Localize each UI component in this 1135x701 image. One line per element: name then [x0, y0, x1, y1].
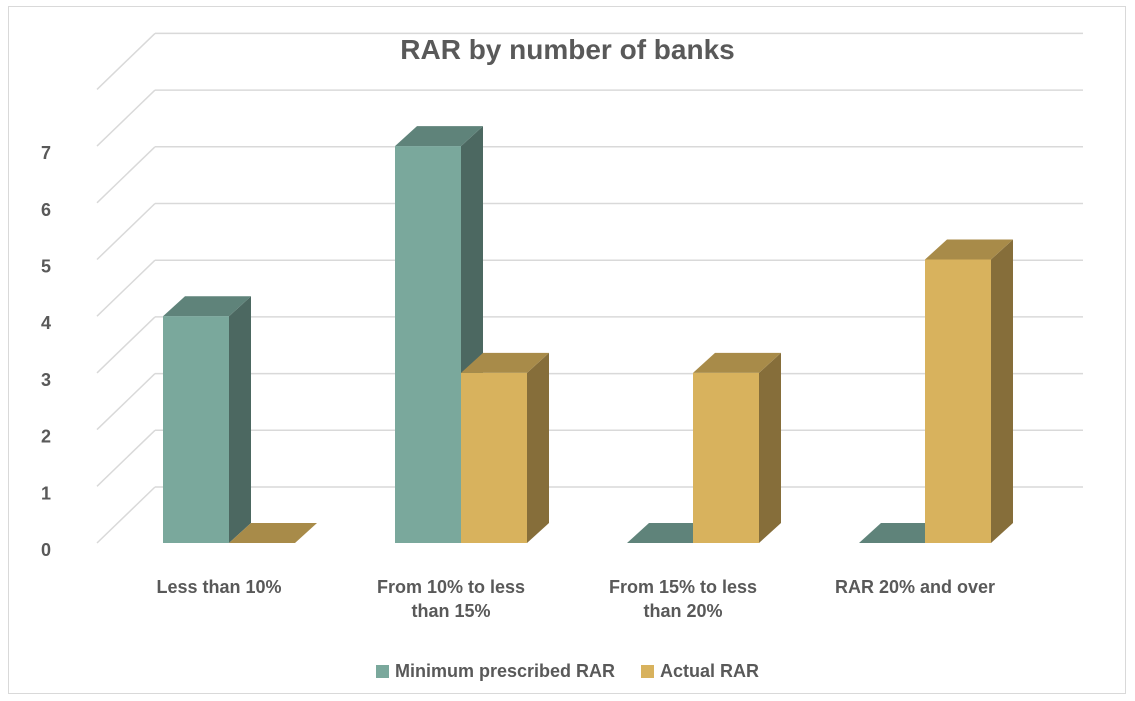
bar [693, 372, 759, 543]
legend-label-actual-rar: Actual RAR [660, 661, 760, 681]
legend-item-actual-rar: Actual RAR [641, 661, 759, 682]
gridline-diagonal [96, 32, 156, 90]
y-tick-label: 6 [41, 200, 51, 220]
x-tick-label: than 15% [411, 601, 490, 621]
gridline-diagonal [96, 146, 156, 204]
x-tick-label: RAR 20% and over [835, 577, 995, 597]
bar-top [395, 126, 483, 147]
series-1 [229, 239, 1013, 543]
x-tick-label: From 10% to less [377, 577, 525, 597]
gridline-diagonal [96, 259, 156, 317]
gridline-diagonal [96, 486, 156, 544]
x-tick-label: Less than 10% [156, 577, 281, 597]
bar-side [759, 352, 781, 543]
bar [163, 316, 229, 543]
bar-side [527, 352, 549, 543]
gridline-diagonal [96, 89, 156, 147]
bar-side [991, 239, 1013, 543]
bar-top [693, 352, 781, 373]
y-tick-label: 3 [41, 370, 51, 390]
y-tick-label: 5 [41, 257, 51, 277]
bar-top [163, 296, 251, 317]
bar-top [229, 523, 317, 543]
legend-swatch-minimum-prescribed-rar [375, 665, 389, 678]
y-tick-label: 4 [41, 313, 51, 333]
chart-title: RAR by number of banks [400, 34, 735, 65]
gridline-diagonal [96, 202, 156, 261]
bars [163, 126, 1013, 543]
bar [925, 259, 991, 543]
y-tick-label: 2 [41, 427, 51, 447]
x-tick-label: From 15% to less [609, 577, 757, 597]
x-axis: Less than 10% From 10% to less than 15% Fro… [156, 577, 995, 621]
legend-swatch-actual-rar [641, 665, 655, 678]
bar-top [925, 239, 1013, 260]
series-0 [163, 126, 947, 543]
gridline-diagonal [96, 316, 156, 374]
legend: Minimum prescribed RAR Actual RAR [0, 661, 1135, 682]
legend-item-minimum-prescribed-rar: Minimum prescribed RAR [375, 661, 616, 682]
y-tick-label: 0 [41, 540, 51, 560]
y-tick-label: 7 [41, 143, 51, 163]
x-tick-label: than 20% [643, 601, 722, 621]
gridline-diagonal [96, 373, 156, 431]
y-tick-label: 1 [41, 483, 51, 503]
bar-top [461, 352, 549, 373]
legend-label-minimum-prescribed-rar: Minimum prescribed RAR [394, 661, 616, 681]
bar-side [229, 296, 251, 543]
bar [461, 372, 527, 543]
y-axis: 0 1 2 3 4 5 6 7 [41, 143, 51, 560]
gridline-diagonal [96, 429, 156, 487]
bar [395, 146, 461, 543]
